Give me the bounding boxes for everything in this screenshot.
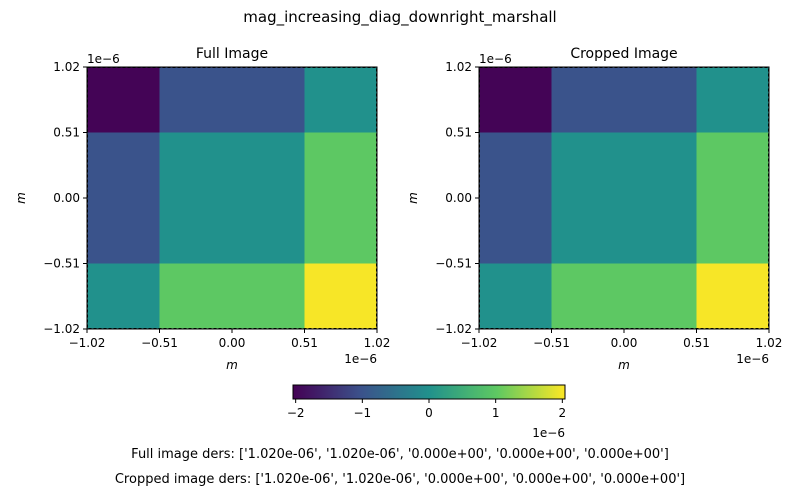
y-offset-label: 1e−6 — [87, 52, 120, 66]
heatmap-cell — [696, 263, 770, 330]
panel-title: Full Image — [196, 46, 268, 62]
y-tick-label: −1.02 — [435, 322, 472, 336]
heatmap-cell — [304, 263, 378, 330]
y-tick-label: 0.51 — [53, 126, 80, 140]
x-tick-label: 1.02 — [364, 336, 391, 350]
heatmap-panels: −1.02 −0.51 0.00 0.51 1.02 −1.02 −0.51 0.00 0.51… — [14, 46, 782, 372]
heatmap-panel-1: −1.02 −0.51 0.00 0.51 1.02 −1.02 −0.51 0.00 0.51… — [14, 46, 390, 372]
x-tick-label: −1.02 — [69, 336, 106, 350]
y-tick-label: 1.02 — [445, 60, 472, 74]
x-axis-label: m — [618, 358, 630, 372]
heatmap-cell — [696, 132, 770, 264]
full-image-ders-caption: Full image ders: ['1.020e-06', '1.020e-0… — [131, 447, 669, 462]
heatmap-cell — [304, 67, 378, 133]
colorbar-tick-label: 0 — [425, 406, 433, 420]
x-tick-label: 0.51 — [291, 336, 318, 350]
y-tick-label: −1.02 — [43, 322, 80, 336]
x-tick-label: 0.00 — [611, 336, 638, 350]
figure-suptitle: mag_increasing_diag_downright_marshall — [243, 8, 556, 27]
y-axis-label: m — [406, 192, 420, 204]
x-offset-label: 1e−6 — [344, 352, 377, 366]
heatmap-cell — [87, 67, 160, 133]
heatmap-cell — [479, 132, 552, 264]
panel-title: Cropped Image — [570, 46, 677, 62]
colorbar-tick-label: 2 — [559, 406, 567, 420]
colorbar-gradient — [292, 384, 566, 400]
colorbar: −2 −1 0 1 2 1e−6 — [287, 384, 567, 440]
heatmap-cell — [696, 67, 770, 133]
y-tick-label: −0.51 — [435, 257, 472, 271]
heatmap-cell — [479, 67, 552, 133]
y-tick-label: 0.00 — [445, 191, 472, 205]
heatmap-cell — [551, 132, 697, 264]
heatmap-cell — [159, 67, 305, 133]
heatmap-cell — [551, 263, 697, 330]
y-tick-label: 0.00 — [53, 191, 80, 205]
x-tick-label: 0.51 — [683, 336, 710, 350]
y-tick-label: −0.51 — [43, 257, 80, 271]
colorbar-offset-label: 1e−6 — [532, 426, 565, 440]
y-tick-label: 0.51 — [445, 126, 472, 140]
y-tick-label: 1.02 — [53, 60, 80, 74]
x-tick-label: 0.00 — [219, 336, 246, 350]
x-tick-label: 1.02 — [756, 336, 783, 350]
heatmap-cell — [304, 132, 378, 264]
x-tick-label: −1.02 — [461, 336, 498, 350]
y-offset-label: 1e−6 — [479, 52, 512, 66]
colorbar-tick-label: −1 — [353, 406, 371, 420]
colorbar-tick-label: −2 — [287, 406, 305, 420]
x-offset-label: 1e−6 — [736, 352, 769, 366]
heatmap-cell — [159, 263, 305, 330]
y-axis-label: m — [14, 192, 28, 204]
heatmap-cell — [551, 67, 697, 133]
x-tick-label: −0.51 — [533, 336, 570, 350]
heatmap-panel-2: −1.02 −0.51 0.00 0.51 1.02 −1.02 −0.51 0.00 0.51… — [406, 46, 782, 372]
heatmap-cell — [479, 263, 552, 330]
x-tick-label: −0.51 — [141, 336, 178, 350]
heatmap-cell — [87, 263, 160, 330]
cropped-image-ders-caption: Cropped image ders: ['1.020e-06', '1.020… — [114, 472, 686, 487]
heatmap-cell — [159, 132, 305, 264]
colorbar-tick-label: 1 — [492, 406, 500, 420]
heatmap-cell — [87, 132, 160, 264]
x-axis-label: m — [226, 358, 238, 372]
